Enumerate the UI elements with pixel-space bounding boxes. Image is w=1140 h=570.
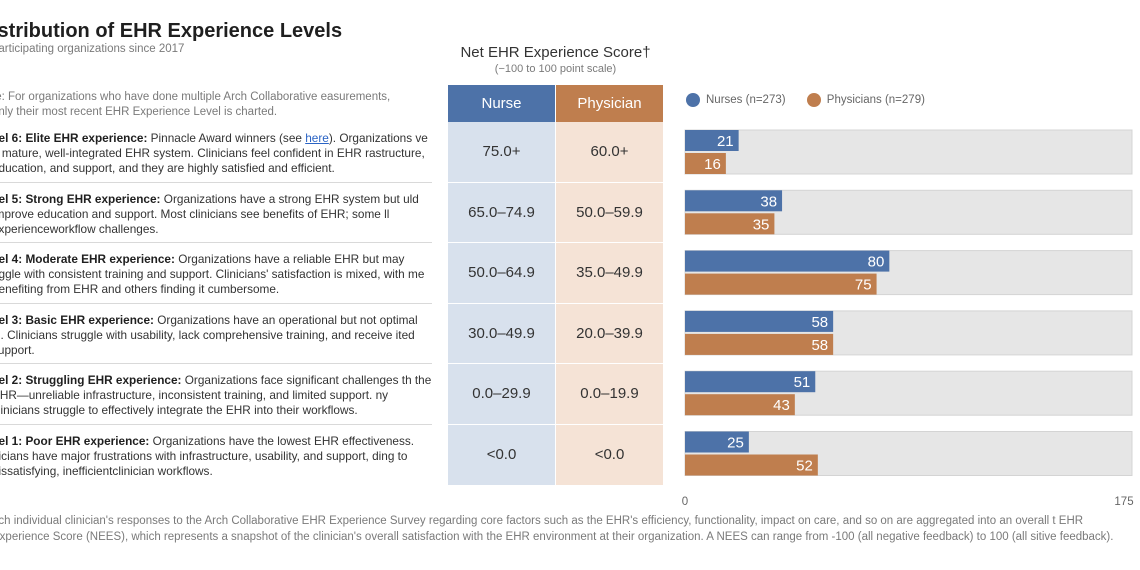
level-5-text: Organizations have a strong EHR system b… [0, 191, 419, 236]
level-4-description: vel 4: Moderate EHR experience: Organiza… [0, 243, 432, 304]
data-label-nurses: 21 [717, 133, 734, 150]
bar-physicians [685, 454, 818, 476]
level-1-name: vel 1: Poor EHR experience: [0, 433, 150, 448]
nurse-score-cell: 65.0–74.9 [448, 183, 555, 243]
level-3-name: vel 3: Basic EHR experience: [0, 312, 154, 327]
data-label-nurses: 58 [811, 314, 828, 331]
nurse-score-cell: 30.0–49.9 [448, 304, 555, 364]
bar-nurses [685, 431, 749, 453]
data-label-physicians: 16 [704, 156, 721, 173]
level-2-description: vel 2: Struggling EHR experience: Organi… [0, 364, 432, 425]
level-2-name: vel 2: Struggling EHR experience: [0, 373, 182, 387]
bar-nurses [685, 190, 783, 212]
level-5-description: vel 5: Strong EHR experience: Organizati… [0, 183, 432, 243]
data-label-physicians: 52 [796, 458, 813, 475]
x-tick-label-max: 175 [1114, 496, 1133, 508]
nurse-score-column: 75.0+ 65.0–74.9 50.0–64.9 30.0–49.9 0.0–… [448, 122, 555, 485]
data-label-nurses: 25 [727, 435, 744, 452]
level-6-text-before-link: Pinnacle Award winners (see [147, 131, 306, 145]
bar-physicians [685, 213, 775, 235]
footnote: ach individual clinician's responses to … [0, 515, 1114, 543]
level-3-description: vel 3: Basic EHR experience: Organizatio… [0, 304, 432, 364]
bar-nurses [685, 310, 834, 332]
data-label-physicians: 43 [773, 397, 790, 414]
data-label-nurses: 51 [794, 374, 811, 391]
legend-item-nurses: Nurses (n=273) [686, 93, 786, 107]
chart-note: te: For organizations who have done mult… [0, 91, 391, 118]
bar-nurses [685, 250, 890, 272]
nurse-score-cell: 0.0–29.9 [448, 364, 555, 425]
data-label-physicians: 58 [811, 337, 828, 354]
physician-score-cell: 0.0–19.9 [556, 364, 663, 425]
nurse-score-cell: 75.0+ [448, 122, 555, 183]
score-table-title: Net EHR Experience Score† [460, 44, 651, 61]
pinnacle-award-link[interactable]: here [305, 131, 329, 145]
physician-score-cell: 20.0–39.9 [556, 304, 663, 364]
level-1-description: vel 1: Poor EHR experience: Organization… [0, 425, 432, 486]
level-4-name: vel 4: Moderate EHR experience: [0, 252, 175, 266]
level-descriptions: vel 6: Elite EHR experience: Pinnacle Aw… [0, 122, 432, 485]
level-6-text-after-link: ). Organizations ve a mature, well-integ… [0, 131, 428, 176]
physician-score-cell: 35.0–49.9 [556, 243, 663, 304]
level-2-text: Organizations face significant challenge… [0, 373, 432, 418]
data-label-nurses: 38 [760, 193, 777, 210]
legend-label-nurses: Nurses (n=273) [706, 94, 786, 106]
level-6-name: vel 6: Elite EHR experience: [0, 131, 148, 145]
level-6-description: vel 6: Elite EHR experience: Pinnacle Aw… [0, 122, 432, 183]
level-4-text: Organizations have a reliable EHR but ma… [0, 252, 425, 297]
bar-physicians [685, 394, 795, 416]
bar-track [684, 129, 1133, 175]
legend-label-physicians: Physicians (n=279) [826, 94, 925, 106]
legend-swatch-nurses [686, 93, 700, 107]
physician-score-cell: 50.0–59.9 [556, 183, 663, 243]
legend-item-physicians: Physicians (n=279) [806, 93, 925, 107]
data-label-nurses: 80 [868, 254, 885, 271]
bar-physicians [685, 153, 726, 174]
chart-legend: Nurses (n=273) Physicians (n=279) [686, 93, 943, 110]
legend-swatch-physicians [806, 93, 821, 107]
bar-physicians [685, 333, 834, 355]
level-5-name: vel 5: Strong EHR experience: [0, 191, 161, 206]
level-3-text: Organizations have an operational but no… [0, 312, 418, 357]
bar-physicians [685, 273, 877, 295]
physician-score-cell: <0.0 [594, 445, 625, 463]
nurse-column-header: Nurse [448, 85, 555, 122]
bar-nurses [685, 371, 816, 393]
physician-score-cell: 60.0+ [556, 122, 663, 183]
data-label-physicians: 75 [855, 277, 872, 294]
physician-score-column: 60.0+ 50.0–59.9 35.0–49.9 20.0–39.9 0.0–… [556, 122, 663, 485]
physician-column-header: Physician [556, 85, 663, 122]
page-subtitle: participating organizations since 2017 [0, 43, 185, 55]
nurse-score-cell: 50.0–64.9 [448, 243, 555, 304]
bar-nurses [685, 130, 739, 151]
nurse-score-cell: <0.0 [486, 445, 517, 463]
data-label-physicians: 35 [753, 216, 770, 233]
x-tick-label-min: 0 [682, 496, 688, 508]
score-table-subtitle: (−100 to 100 point scale) [494, 63, 617, 75]
page-title: istribution of EHR Experience Levels [0, 20, 343, 42]
level-1-text: Organizations have the lowest EHR effect… [0, 433, 415, 478]
